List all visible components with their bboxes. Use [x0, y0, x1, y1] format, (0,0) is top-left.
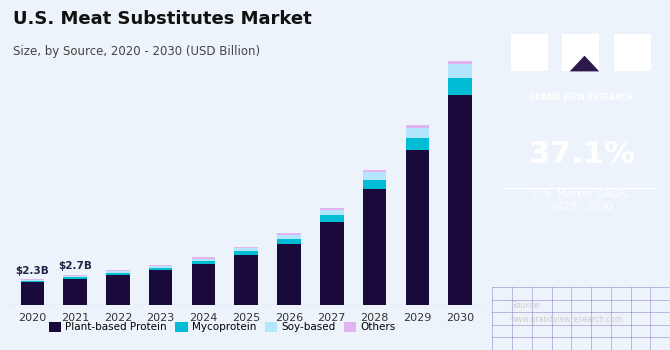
Bar [149, 265, 172, 266]
Bar [234, 255, 258, 304]
Text: 2024: 2024 [189, 313, 218, 323]
Bar [320, 208, 344, 210]
Bar [277, 244, 301, 304]
Bar [21, 282, 44, 304]
Bar [320, 210, 344, 215]
Bar [277, 235, 301, 239]
Bar [149, 270, 172, 304]
Bar [192, 264, 215, 304]
Bar [234, 251, 258, 255]
Bar [320, 222, 344, 304]
Bar [362, 170, 387, 173]
Text: U.S. Meat Substitutes Market: U.S. Meat Substitutes Market [13, 10, 312, 28]
Text: 37.1%: 37.1% [529, 140, 634, 169]
Text: 2027: 2027 [318, 313, 346, 323]
Bar [192, 261, 215, 264]
Text: 2029: 2029 [403, 313, 431, 323]
Text: 2028: 2028 [360, 313, 389, 323]
Bar [106, 275, 130, 304]
Text: 2030: 2030 [446, 313, 474, 323]
FancyBboxPatch shape [511, 34, 547, 71]
Text: 2020: 2020 [18, 313, 46, 323]
Text: $2.7B: $2.7B [58, 261, 92, 271]
Text: 2022: 2022 [104, 313, 132, 323]
Bar [362, 189, 387, 304]
Bar [234, 248, 258, 251]
Bar [448, 95, 472, 304]
Text: U.S. Market CAGR,
2023 - 2030: U.S. Market CAGR, 2023 - 2030 [533, 189, 630, 212]
Text: Size, by Source, 2020 - 2030 (USD Billion): Size, by Source, 2020 - 2030 (USD Billio… [13, 46, 261, 58]
Bar [21, 281, 44, 282]
FancyBboxPatch shape [562, 34, 599, 71]
Bar [277, 233, 301, 235]
Bar [149, 268, 172, 270]
Bar [448, 78, 472, 95]
Bar [149, 266, 172, 268]
Bar [448, 64, 472, 78]
Text: 2026: 2026 [275, 313, 303, 323]
Bar [405, 150, 429, 304]
Bar [192, 259, 215, 261]
Bar [192, 257, 215, 259]
Bar [64, 279, 87, 304]
Legend: Plant-based Protein, Mycoprotein, Soy-based, Others: Plant-based Protein, Mycoprotein, Soy-ba… [44, 318, 400, 337]
Text: $2.3B: $2.3B [15, 266, 49, 276]
Bar [234, 247, 258, 248]
Bar [106, 271, 130, 273]
Bar [64, 275, 87, 277]
Bar [362, 180, 387, 189]
Bar [362, 173, 387, 180]
FancyBboxPatch shape [614, 34, 651, 71]
Text: 2021: 2021 [61, 313, 89, 323]
Bar [320, 215, 344, 222]
Bar [405, 138, 429, 150]
Bar [21, 280, 44, 281]
Text: 2025: 2025 [232, 313, 261, 323]
Bar [106, 273, 130, 275]
Bar [448, 61, 472, 64]
Text: Source:: Source: [511, 301, 543, 310]
Polygon shape [570, 56, 599, 71]
Text: 2023: 2023 [147, 313, 175, 323]
Bar [64, 277, 87, 279]
Bar [106, 270, 130, 271]
Bar [277, 239, 301, 244]
Bar [405, 125, 429, 128]
Bar [405, 128, 429, 138]
Text: www.grandviewresearch.com: www.grandviewresearch.com [511, 315, 623, 324]
Bar [21, 279, 44, 280]
Text: GRAND VIEW RESEARCH: GRAND VIEW RESEARCH [529, 93, 634, 102]
